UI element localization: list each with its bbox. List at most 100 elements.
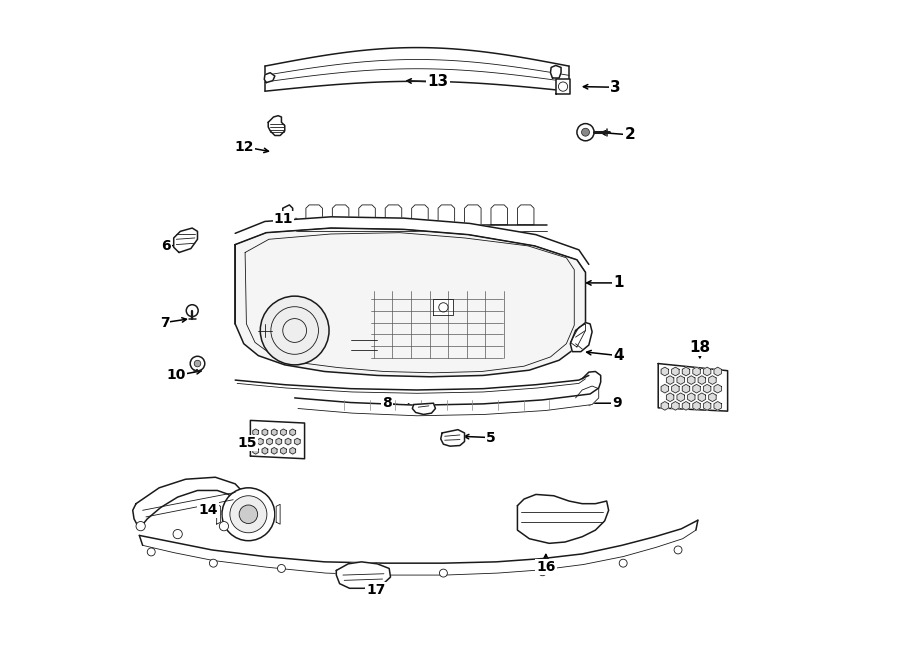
- Polygon shape: [283, 205, 293, 219]
- Polygon shape: [662, 368, 669, 375]
- Polygon shape: [688, 393, 695, 401]
- Circle shape: [190, 356, 205, 371]
- Text: 13: 13: [428, 75, 449, 89]
- Polygon shape: [235, 375, 589, 393]
- Text: 5: 5: [486, 430, 496, 445]
- Circle shape: [577, 124, 594, 141]
- Text: 8: 8: [382, 396, 392, 410]
- Polygon shape: [556, 79, 571, 94]
- Polygon shape: [434, 299, 454, 315]
- Polygon shape: [281, 447, 286, 454]
- Polygon shape: [571, 324, 586, 347]
- Text: 11: 11: [274, 212, 293, 227]
- Polygon shape: [140, 520, 698, 575]
- Polygon shape: [290, 429, 295, 436]
- Polygon shape: [306, 205, 322, 225]
- Polygon shape: [276, 438, 282, 445]
- Polygon shape: [441, 430, 464, 446]
- Text: 2: 2: [625, 128, 635, 142]
- Polygon shape: [662, 384, 669, 393]
- Circle shape: [581, 128, 590, 136]
- Polygon shape: [332, 205, 349, 225]
- Polygon shape: [671, 401, 680, 410]
- Circle shape: [674, 546, 682, 554]
- Circle shape: [239, 505, 257, 524]
- Polygon shape: [359, 205, 375, 225]
- Polygon shape: [250, 420, 304, 459]
- Polygon shape: [677, 393, 684, 401]
- Polygon shape: [662, 401, 669, 410]
- Polygon shape: [285, 438, 291, 445]
- Polygon shape: [411, 205, 428, 225]
- Circle shape: [210, 559, 217, 567]
- Polygon shape: [571, 323, 592, 352]
- Polygon shape: [677, 375, 684, 385]
- Text: 6: 6: [161, 239, 171, 253]
- Polygon shape: [268, 116, 284, 136]
- Polygon shape: [704, 368, 711, 375]
- Polygon shape: [235, 228, 586, 377]
- Polygon shape: [714, 384, 722, 393]
- Text: 17: 17: [366, 582, 386, 597]
- Text: 1: 1: [613, 276, 624, 290]
- Circle shape: [173, 529, 183, 539]
- Circle shape: [194, 360, 201, 367]
- Polygon shape: [271, 429, 277, 436]
- Polygon shape: [276, 504, 280, 524]
- Text: 10: 10: [166, 368, 186, 383]
- Polygon shape: [682, 384, 689, 393]
- Polygon shape: [253, 429, 258, 436]
- Polygon shape: [518, 205, 534, 225]
- Polygon shape: [682, 401, 689, 410]
- Polygon shape: [337, 562, 391, 588]
- Polygon shape: [438, 205, 454, 225]
- Polygon shape: [704, 401, 711, 410]
- Text: 16: 16: [536, 560, 555, 574]
- Polygon shape: [658, 364, 727, 411]
- Polygon shape: [708, 375, 716, 385]
- Circle shape: [222, 488, 274, 541]
- Polygon shape: [262, 429, 268, 436]
- Polygon shape: [698, 393, 706, 401]
- Polygon shape: [132, 477, 248, 529]
- Text: 14: 14: [198, 503, 218, 518]
- Circle shape: [260, 296, 329, 365]
- Polygon shape: [671, 384, 680, 393]
- Polygon shape: [666, 375, 674, 385]
- Polygon shape: [385, 205, 401, 225]
- Circle shape: [538, 568, 546, 576]
- Polygon shape: [714, 401, 722, 410]
- Polygon shape: [174, 228, 197, 253]
- Polygon shape: [294, 371, 600, 416]
- Polygon shape: [708, 393, 716, 401]
- Polygon shape: [671, 368, 680, 375]
- Text: 7: 7: [159, 315, 169, 330]
- Polygon shape: [265, 48, 569, 91]
- Polygon shape: [693, 384, 700, 393]
- Polygon shape: [714, 368, 722, 375]
- Circle shape: [186, 305, 198, 317]
- Polygon shape: [666, 393, 674, 401]
- Polygon shape: [262, 447, 268, 454]
- Polygon shape: [266, 438, 273, 445]
- Polygon shape: [464, 205, 482, 225]
- Circle shape: [148, 548, 155, 556]
- Text: 18: 18: [689, 340, 710, 354]
- Polygon shape: [294, 438, 301, 445]
- Text: 3: 3: [610, 80, 621, 95]
- Polygon shape: [693, 401, 700, 410]
- Polygon shape: [682, 368, 689, 375]
- Polygon shape: [235, 217, 589, 272]
- Polygon shape: [491, 205, 508, 225]
- Polygon shape: [688, 375, 695, 385]
- Polygon shape: [412, 403, 436, 414]
- Circle shape: [277, 564, 285, 572]
- Polygon shape: [281, 429, 286, 436]
- Polygon shape: [693, 368, 700, 375]
- Polygon shape: [518, 494, 608, 543]
- Polygon shape: [704, 384, 711, 393]
- Text: 4: 4: [613, 348, 624, 363]
- Polygon shape: [551, 65, 561, 78]
- Text: 9: 9: [612, 396, 621, 410]
- Text: 12: 12: [234, 139, 254, 154]
